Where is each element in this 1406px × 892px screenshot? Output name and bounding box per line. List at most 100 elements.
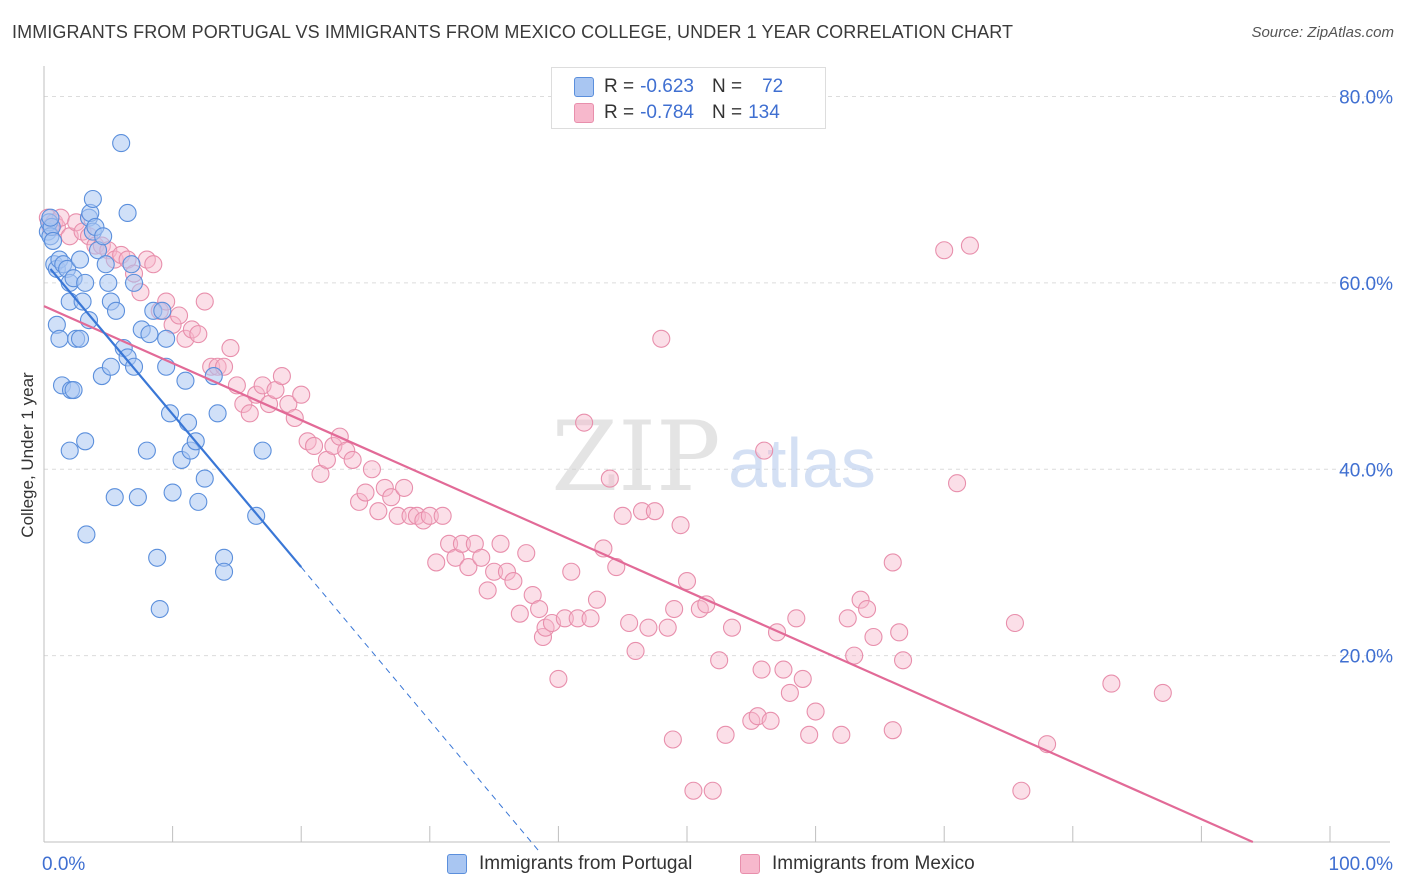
legend-label-mexico: Immigrants from Mexico	[772, 853, 975, 874]
y-tick-label: 40.0%	[1339, 460, 1393, 481]
legend-label-portugal: Immigrants from Portugal	[479, 853, 693, 874]
data-point-portugal	[70, 250, 90, 269]
data-point-mexico	[491, 534, 510, 553]
data-point-mexico	[761, 711, 780, 730]
legend-item-mexico[interactable]: Immigrants from Mexico	[740, 851, 975, 877]
data-point-mexico	[767, 623, 787, 642]
data-point-portugal	[214, 562, 234, 581]
data-point-mexico	[575, 413, 594, 432]
data-point-portugal	[124, 273, 144, 292]
legend-swatch-portugal	[574, 77, 594, 97]
data-point-mexico	[639, 618, 658, 637]
data-point-mexico	[600, 469, 619, 488]
data-point-mexico	[663, 730, 682, 749]
legend-r-label: R =	[604, 76, 635, 97]
data-point-portugal	[157, 329, 176, 348]
data-point-portugal	[76, 273, 95, 292]
watermark-atlas: atlas	[728, 424, 876, 502]
data-point-mexico	[536, 618, 555, 637]
data-point-mexico	[292, 385, 311, 404]
data-point-mexico	[504, 572, 523, 591]
data-point-mexico	[755, 441, 774, 460]
data-point-mexico	[182, 320, 201, 339]
data-point-mexico	[382, 488, 401, 507]
data-point-mexico	[305, 436, 324, 456]
legend-swatch-mexico	[574, 103, 594, 123]
data-point-mexico	[626, 641, 645, 661]
data-point-mexico	[742, 711, 761, 730]
legend-item-portugal[interactable]: Immigrants from Portugal	[447, 851, 692, 877]
data-point-mexico	[452, 534, 472, 553]
data-point-mexico	[459, 558, 478, 577]
legend-r-value-portugal: -0.623	[640, 76, 694, 97]
data-point-mexico	[780, 683, 799, 702]
data-point-mexico	[710, 651, 729, 670]
data-point-portugal	[83, 189, 102, 209]
data-point-mexico	[581, 609, 600, 628]
data-point-mexico	[857, 599, 877, 619]
data-point-portugal	[41, 208, 60, 227]
legend-n-value-portugal: 72	[762, 76, 784, 97]
y-tick-label: 20.0%	[1339, 647, 1393, 668]
data-point-mexico	[677, 572, 697, 591]
data-point-mexico	[851, 590, 870, 609]
legend-row-mexico: R = -0.784 N = 134	[574, 101, 780, 125]
data-point-portugal	[94, 227, 113, 246]
y-tick-label: 80.0%	[1339, 88, 1393, 109]
data-point-mexico	[414, 511, 433, 530]
x-tick-label: 100.0%	[1329, 854, 1394, 875]
data-point-portugal	[50, 329, 69, 348]
legend-swatch-portugal	[447, 854, 467, 874]
data-point-mexico	[697, 595, 716, 614]
data-point-mexico	[793, 669, 812, 688]
data-point-portugal	[163, 483, 182, 502]
x-tick-label: 0.0%	[42, 854, 85, 875]
data-point-portugal	[140, 325, 159, 344]
data-point-mexico	[935, 241, 954, 260]
data-point-mexico	[665, 599, 684, 619]
data-point-mexico	[221, 339, 240, 358]
data-point-mexico	[1005, 613, 1024, 633]
trend-lines	[43, 268, 1254, 852]
data-point-mexico	[427, 553, 446, 572]
legend-swatch-mexico	[740, 854, 760, 874]
data-point-mexico	[722, 618, 742, 637]
data-point-mexico	[485, 562, 504, 581]
data-point-portugal	[96, 255, 115, 274]
data-point-mexico	[356, 483, 375, 502]
data-point-portugal	[253, 441, 272, 460]
data-point-mexico	[883, 721, 902, 740]
series-mexico-points	[38, 208, 1172, 800]
data-point-mexico	[472, 548, 491, 567]
data-point-mexico	[632, 502, 652, 521]
data-point-mexico	[388, 506, 407, 525]
data-point-portugal	[105, 488, 124, 507]
data-point-mexico	[960, 236, 979, 255]
data-point-portugal	[60, 441, 79, 460]
data-point-mexico	[189, 325, 208, 344]
data-point-mexico	[272, 367, 291, 386]
data-point-portugal	[189, 492, 208, 511]
tick-labels: 20.0% 40.0% 60.0% 80.0% 0.0% 100.0%	[42, 88, 1393, 876]
chart-title: IMMIGRANTS FROM PORTUGAL VS IMMIGRANTS F…	[12, 22, 1014, 42]
data-point-portugal	[150, 599, 169, 619]
data-point-mexico	[343, 450, 362, 469]
data-point-mexico	[1153, 683, 1172, 702]
data-point-mexico	[864, 627, 883, 647]
data-point-portugal	[178, 413, 198, 432]
trend-line-mexico	[43, 305, 1254, 844]
data-point-portugal	[76, 432, 95, 451]
data-point-mexico	[420, 506, 439, 525]
data-point-mexico	[645, 502, 664, 521]
data-point-mexico	[613, 506, 632, 525]
data-point-mexico	[890, 623, 909, 642]
data-point-mexico	[195, 292, 214, 311]
data-point-mexico	[144, 255, 163, 274]
data-point-mexico	[703, 781, 722, 800]
data-point-portugal	[43, 231, 63, 250]
data-point-portugal	[77, 525, 96, 544]
data-point-mexico	[832, 725, 851, 744]
data-point-mexico	[240, 404, 259, 423]
data-point-portugal	[176, 371, 195, 390]
data-point-mexico	[658, 618, 677, 637]
